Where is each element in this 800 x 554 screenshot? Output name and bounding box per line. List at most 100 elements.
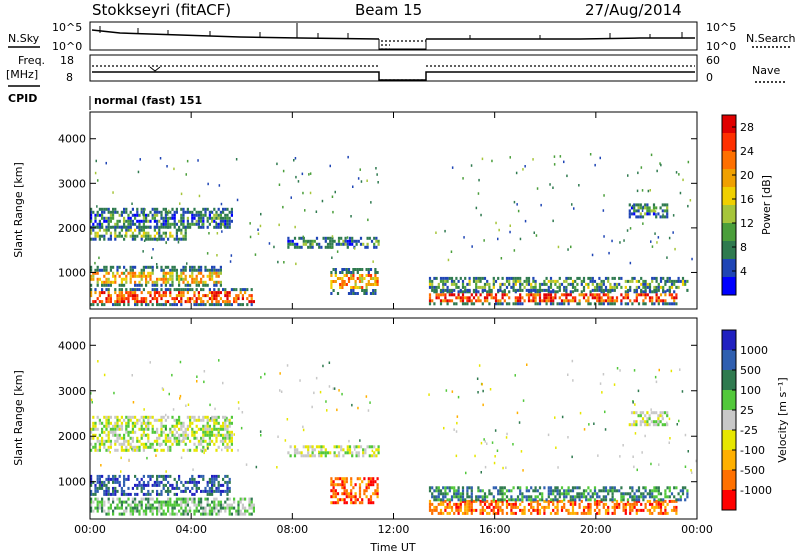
data-cell: [639, 206, 642, 210]
data-cell: [96, 225, 99, 229]
data-cell: [613, 276, 616, 280]
data-cell: [112, 486, 115, 490]
data-cell: [675, 508, 678, 512]
data-cell: [596, 282, 599, 286]
data-cell: [428, 499, 432, 503]
data-cell: [96, 210, 99, 214]
data-cell: [182, 210, 185, 214]
data-cell: [315, 210, 318, 213]
data-cell: [96, 500, 99, 504]
data-cell: [651, 489, 654, 493]
data-cell: [178, 486, 181, 490]
data-cell: [105, 288, 108, 292]
data-cell: [368, 236, 371, 240]
data-cell: [677, 276, 680, 280]
data-cell: [204, 213, 207, 217]
data-cell: [147, 291, 150, 295]
data-cell: [365, 495, 368, 499]
data-cell: [470, 302, 473, 306]
data-cell: [98, 213, 101, 217]
data-cell: [162, 512, 165, 516]
data-cell: [499, 508, 502, 512]
data-cell: [644, 302, 647, 306]
data-cell: [343, 283, 346, 286]
data-cell: [530, 502, 533, 506]
data-cell: [169, 497, 172, 501]
data-cell: [144, 208, 146, 211]
data-cell: [178, 225, 181, 229]
data-cell: [202, 280, 205, 284]
data-cell: [193, 497, 196, 501]
data-cell: [151, 216, 154, 220]
data-cell: [96, 439, 99, 443]
date-title: 27/Aug/2014: [585, 1, 682, 19]
data-cell: [107, 222, 110, 226]
data-cell: [129, 274, 132, 278]
data-cell: [598, 276, 601, 280]
data-cell: [644, 288, 647, 292]
data-cell: [565, 489, 568, 493]
data-cell: [103, 210, 106, 214]
data-cell: [107, 418, 110, 422]
data-cell: [663, 215, 667, 219]
data-cell: [557, 466, 559, 469]
data-cell: [681, 489, 685, 493]
data-cell: [455, 285, 458, 289]
data-cell: [576, 276, 579, 280]
data-cell: [142, 265, 145, 269]
data-cell: [635, 495, 638, 499]
data-cell: [470, 502, 473, 506]
data-cell: [213, 288, 216, 292]
data-cell: [196, 375, 198, 378]
data-cell: [641, 215, 645, 219]
colorbar-tick-label: 24: [740, 145, 754, 158]
data-cell: [512, 302, 515, 306]
data-cell: [208, 442, 211, 446]
data-cell: [129, 294, 132, 298]
data-cell: [94, 225, 97, 229]
data-cell: [593, 288, 597, 292]
data-cell: [217, 288, 220, 292]
data-cell: [376, 483, 379, 487]
data-cell: [123, 433, 126, 437]
data-cell: [204, 210, 207, 214]
colorbar-segment: [722, 115, 736, 134]
data-cell: [186, 216, 189, 220]
data-cell: [468, 505, 471, 509]
data-cell: [160, 265, 163, 269]
data-cell: [371, 449, 374, 453]
data-cell: [202, 216, 205, 220]
data-cell: [509, 156, 511, 159]
data-cell: [169, 500, 172, 504]
data-cell: [615, 502, 619, 506]
data-cell: [200, 500, 203, 504]
data-cell: [376, 486, 379, 490]
data-cell: [497, 502, 500, 506]
data-cell: [191, 433, 194, 437]
data-cell: [666, 421, 668, 425]
data-cell: [219, 213, 222, 217]
data-cell: [457, 279, 460, 283]
data-cell: [118, 225, 121, 229]
data-cell: [519, 299, 522, 303]
data-cell: [206, 489, 209, 493]
data-cell: [631, 204, 634, 208]
data-cell: [604, 293, 608, 297]
colorbar-tick-label: 16: [740, 193, 754, 206]
data-cell: [211, 274, 214, 278]
data-cell: [466, 302, 469, 306]
data-cell: [280, 390, 283, 393]
data-cell: [180, 228, 183, 232]
data-cell: [508, 276, 511, 280]
data-cell: [217, 421, 220, 425]
data-cell: [246, 509, 249, 513]
data-cell: [169, 489, 172, 493]
data-cell: [343, 501, 346, 505]
data-cell: [206, 219, 209, 223]
data-cell: [180, 207, 183, 211]
data-cell: [444, 492, 447, 496]
data-cell: [195, 210, 198, 214]
data-cell: [543, 279, 546, 283]
data-cell: [136, 300, 139, 304]
data-cell: [501, 290, 504, 294]
